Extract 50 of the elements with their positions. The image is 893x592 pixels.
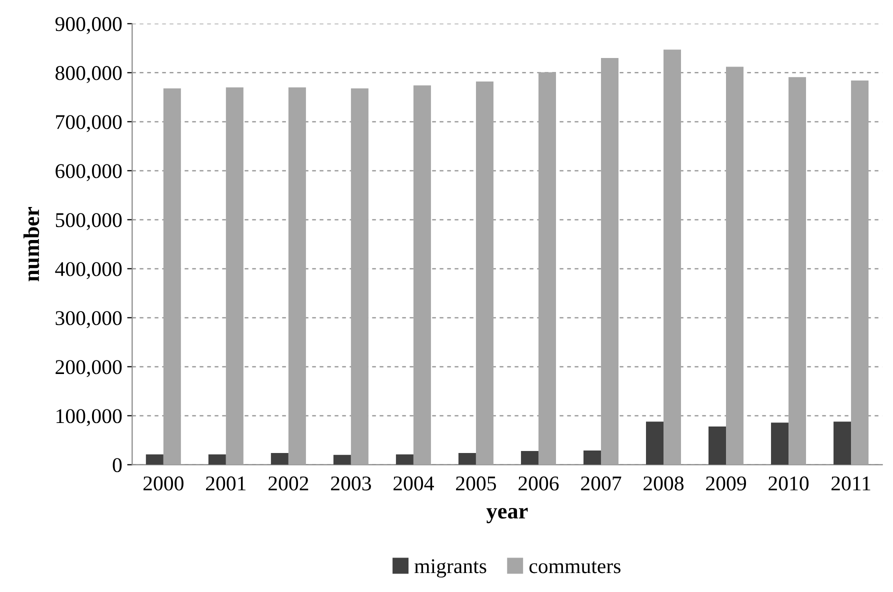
y-tick-label: 800,000 [56,66,122,84]
bar [726,66,744,465]
x-tick-label: 2002 [268,476,308,490]
legend-label: commuters [529,561,620,574]
x-tick-label: 2009 [706,476,746,490]
y-tick-label: 700,000 [56,115,122,132]
x-tick-label: 2001 [206,476,246,490]
bar [350,88,368,465]
bar [413,85,431,465]
y-tick-label: 600,000 [56,164,122,182]
bar [771,422,789,465]
bar [520,451,538,465]
bar [476,82,494,465]
bar [788,77,806,465]
x-tick-label: 2008 [644,476,684,490]
x-tick-label: 2010 [768,476,809,490]
x-tick-label: 2006 [518,476,559,490]
legend-label: migrants [414,559,486,578]
y-tick-label: 0 [112,458,122,472]
x-tick-label: 2007 [581,476,622,490]
y-axis-title: number [23,207,40,282]
bar [538,72,556,465]
y-tick-label: 400,000 [55,262,122,280]
x-tick-label: 2011 [832,476,870,490]
x-axis-title: year [486,508,528,524]
y-tick-label: 100,000 [56,409,122,426]
x-tick-label: 2003 [331,476,371,490]
bar [270,452,288,465]
y-tick-label: 900,000 [55,17,122,34]
x-tick-label: 2004 [394,476,434,490]
bar [163,88,181,465]
bar [600,58,618,465]
bar [583,450,601,465]
bar [146,454,164,465]
x-tick-label: 2005 [456,476,496,490]
y-tick-label: 500,000 [56,213,122,230]
bar [834,422,852,465]
y-tick-label: 300,000 [56,311,122,328]
bar [208,454,226,465]
bar [288,87,306,465]
bar [396,454,414,465]
x-tick-label: 2000 [144,476,184,490]
bar [646,422,664,465]
bar [333,454,351,465]
bar [458,452,476,465]
bar [664,50,681,465]
bar [226,87,244,465]
bar [851,80,869,465]
bar [708,426,726,465]
y-tick-label: 200,000 [56,360,122,378]
